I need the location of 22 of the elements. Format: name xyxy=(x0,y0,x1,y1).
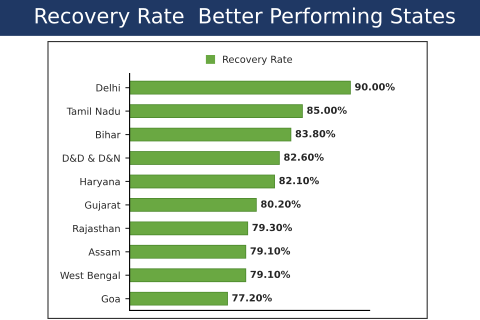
y-tick-label: Tamil Nadu xyxy=(66,107,120,115)
data-label: 85.00% xyxy=(307,106,347,114)
y-tick-label: West Bengal xyxy=(60,272,120,281)
y-tick-label: D&D & D&N xyxy=(62,154,120,162)
data-label: 82.60% xyxy=(284,153,324,161)
y-tick-label: Gujarat xyxy=(85,201,120,211)
data-label: 79.10% xyxy=(250,270,290,278)
y-tick-label: Haryana xyxy=(80,178,120,188)
data-label: 90.00% xyxy=(355,83,395,90)
y-tick-label: Delhi xyxy=(96,84,120,92)
data-label: 82.10% xyxy=(279,176,319,184)
data-label: 80.20% xyxy=(261,200,301,208)
chart-title: Recovery Rate Better Performing States xyxy=(36,8,455,28)
y-tick-label: Goa xyxy=(102,295,120,303)
y-tick-label: Rajasthan xyxy=(73,224,120,234)
legend-label: Recovery Rate xyxy=(223,56,292,65)
data-label: 79.30% xyxy=(252,224,292,232)
y-tick-label: Assam xyxy=(88,248,120,256)
y-tick-label: Bihar xyxy=(96,130,121,138)
data-label: 79.10% xyxy=(250,247,290,255)
data-label: 77.20% xyxy=(232,294,272,302)
data-label: 83.80% xyxy=(296,130,336,138)
